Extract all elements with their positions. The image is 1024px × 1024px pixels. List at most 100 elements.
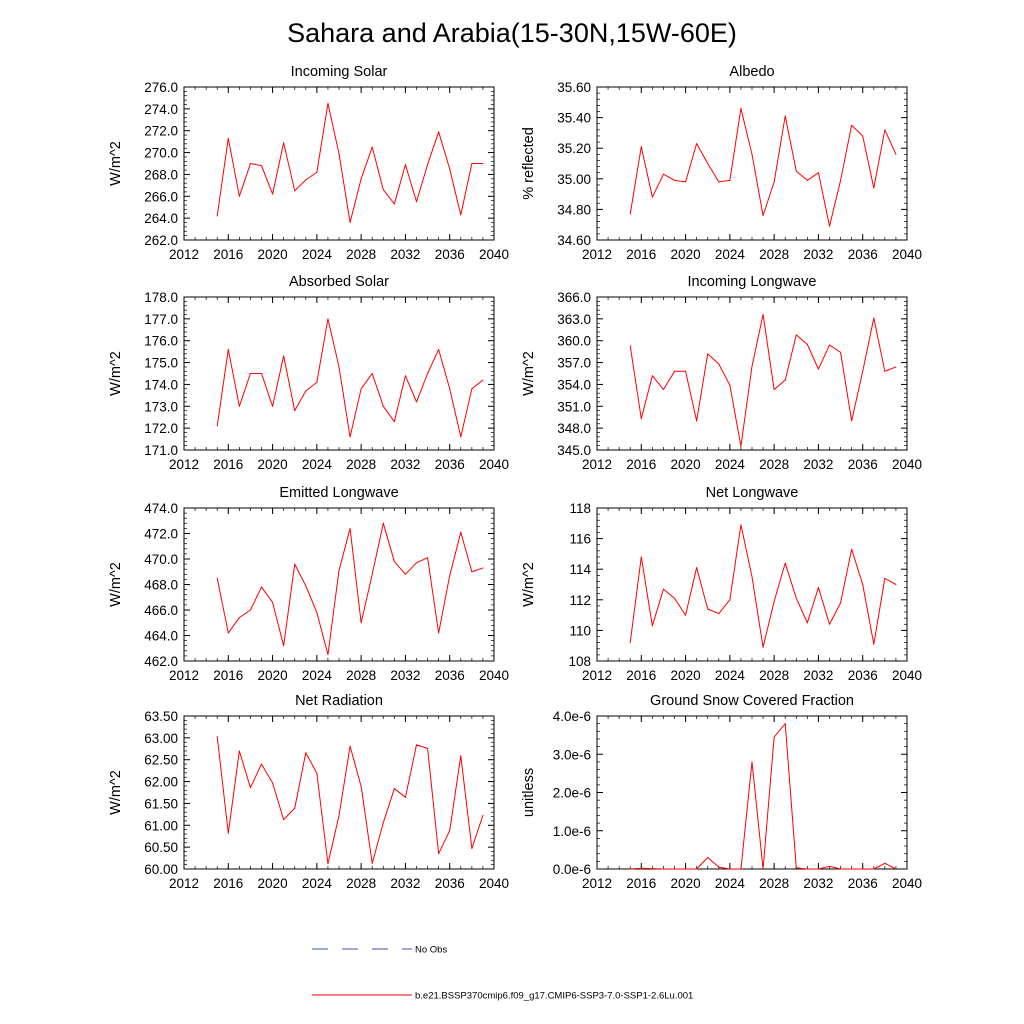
panel-title: Absorbed Solar [289, 274, 389, 290]
y-tick-label: 276.0 [144, 80, 178, 95]
data-point [840, 351, 842, 353]
data-point [762, 868, 764, 870]
data-point [283, 645, 285, 647]
data-point [629, 642, 631, 644]
y-axis-label: W/m^2 [108, 770, 124, 815]
data-point [393, 203, 395, 205]
x-tick-label: 2012 [169, 247, 199, 262]
x-tick-label: 2024 [302, 247, 333, 262]
data-point [751, 576, 753, 578]
y-tick-label: 175.0 [144, 356, 178, 371]
x-tick-label: 2024 [715, 876, 746, 891]
x-tick-label: 2016 [626, 668, 656, 683]
data-point [651, 868, 653, 870]
figure-title: Sahara and Arabia(15-30N,15W-60E) [287, 18, 737, 48]
data-point [729, 599, 731, 601]
panel-title: Emitted Longwave [279, 485, 398, 501]
y-tick-label: 173.0 [144, 399, 178, 414]
data-point [416, 401, 417, 403]
data-point [261, 763, 262, 765]
x-tick-label: 2028 [759, 876, 789, 891]
x-tick-label: 2020 [258, 876, 288, 891]
x-tick-label: 2016 [213, 668, 243, 683]
x-tick-label: 2016 [213, 457, 243, 472]
x-tick-label: 2032 [803, 668, 833, 683]
data-point [718, 613, 720, 615]
panel-title: Net Longwave [706, 485, 799, 501]
series-line [630, 723, 897, 870]
data-point [249, 787, 251, 789]
x-tick-label: 2012 [582, 457, 612, 472]
panel-title: Incoming Longwave [688, 274, 817, 290]
y-axis-label: W/m^2 [521, 351, 537, 396]
data-point [629, 868, 631, 870]
data-point [294, 190, 296, 192]
series-line [629, 107, 897, 227]
data-point [784, 723, 786, 725]
series-line [216, 102, 483, 224]
data-point [674, 179, 675, 181]
series-line [629, 524, 897, 648]
y-tick-label: 172.0 [144, 421, 178, 436]
data-point [327, 863, 329, 865]
data-point [674, 868, 675, 870]
data-point [762, 313, 764, 315]
data-point [482, 379, 484, 381]
plot-frame [596, 507, 908, 662]
data-point [795, 597, 797, 599]
data-point [283, 355, 285, 357]
x-tick-label: 2012 [582, 247, 612, 262]
data-point [371, 373, 373, 374]
data-point [283, 142, 285, 144]
data-point [227, 137, 229, 139]
data-point [349, 436, 351, 438]
data-point [895, 584, 897, 585]
y-tick-label: 108 [568, 654, 591, 669]
x-tick-label: 2012 [169, 876, 199, 891]
panel-incoming-solar: Incoming Solar W/m^2 2012 2016 2020 2024 2028 2… [108, 64, 509, 262]
data-point [762, 646, 764, 648]
y-tick-label: 35.20 [557, 141, 591, 156]
x-tick-label: 2024 [715, 668, 746, 683]
data-point [427, 373, 429, 374]
x-tick-label: 2036 [435, 668, 465, 683]
y-tick-label: 363.0 [557, 312, 591, 327]
data-point [316, 171, 318, 173]
data-point [294, 807, 296, 809]
x-tick-label: 2032 [803, 876, 833, 891]
data-point [840, 602, 842, 604]
data-point [718, 866, 720, 868]
data-point [829, 225, 830, 227]
data-point [393, 421, 395, 423]
data-point [862, 135, 864, 137]
data-point [829, 344, 830, 346]
data-point [685, 370, 687, 372]
data-point [449, 168, 451, 170]
y-tick-label: 351.0 [557, 399, 591, 414]
data-point [707, 163, 709, 164]
data-point [751, 365, 753, 367]
data-point [662, 588, 664, 590]
plot-frame [183, 715, 495, 870]
data-point [449, 575, 451, 577]
data-point [261, 373, 262, 374]
y-tick-label: 270.0 [144, 146, 178, 161]
y-tick-label: 354.0 [557, 377, 591, 392]
series-line [216, 318, 484, 438]
data-point [471, 388, 473, 390]
panel-title: Net Radiation [295, 693, 383, 709]
y-tick-label: 264.0 [144, 211, 178, 226]
x-tick-label: 2020 [671, 247, 701, 262]
data-point [216, 736, 218, 738]
y-tick-label: 272.0 [144, 124, 178, 139]
y-tick-label: 112 [569, 593, 591, 608]
panel-net-longwave: Net Longwave W/m^2 2012 2016 2020 2024 2028 203… [521, 485, 922, 683]
data-point [829, 865, 830, 867]
data-point [471, 163, 473, 164]
data-point [751, 761, 753, 763]
data-point [729, 868, 731, 870]
data-point [629, 345, 631, 347]
data-point [740, 107, 742, 109]
data-point [305, 585, 307, 587]
x-tick-label: 2032 [390, 876, 420, 891]
